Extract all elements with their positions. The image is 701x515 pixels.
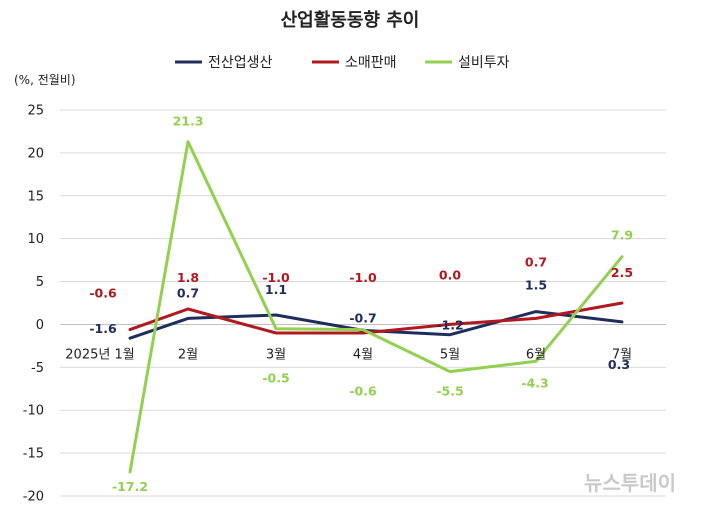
y-tick-label: 0 <box>36 318 44 333</box>
x-tick-label: 2월 <box>178 347 198 362</box>
data-labels: -1.6 0.7 1.1 -0.7 -1.2 1.5 0.3 -0.6 1.8 -1.0 -1.0 0… <box>89 114 633 494</box>
y-tick-label: 25 <box>27 104 44 119</box>
data-label: -1.0 <box>349 270 377 285</box>
data-label: -17.2 <box>112 479 148 494</box>
gridlines <box>60 109 666 497</box>
legend-label: 전산업생산 <box>208 55 273 71</box>
data-label: 0.7 <box>525 254 547 269</box>
data-label: -0.6 <box>349 384 377 399</box>
legend-label: 소매판매 <box>345 55 397 71</box>
data-label: -0.5 <box>262 371 289 386</box>
data-label: 7.9 <box>611 228 633 243</box>
y-tick-label: 5 <box>36 275 44 290</box>
y-tick-label: -20 <box>23 490 44 505</box>
series-lines <box>128 140 624 474</box>
data-label: -4.3 <box>521 375 548 390</box>
data-label: 2.5 <box>611 265 633 280</box>
data-label: 1.5 <box>525 278 547 293</box>
data-label: 1.8 <box>177 270 199 285</box>
y-tick-label: -15 <box>23 447 44 462</box>
y-tick-label: -10 <box>23 404 44 419</box>
data-label: 0.0 <box>439 267 461 282</box>
x-tick-label: 2025년 1월 <box>65 347 134 362</box>
unit-label: (%, 전월비) <box>14 73 76 87</box>
data-label: 0.3 <box>608 357 630 372</box>
x-tick-label: 7월 <box>612 347 632 362</box>
y-axis: 25 20 15 10 5 0 -5 -10 -15 -20 <box>23 104 44 505</box>
y-tick-label: -5 <box>31 361 44 376</box>
data-label: -0.6 <box>89 286 117 301</box>
data-label: -5.5 <box>436 384 463 399</box>
y-tick-label: 20 <box>27 146 44 161</box>
data-label: -1.0 <box>262 270 290 285</box>
data-label: -0.7 <box>349 310 376 325</box>
legend: 전산업생산 소매판매 설비투자 <box>175 55 510 71</box>
x-tick-label: 5월 <box>440 347 460 362</box>
data-label: -1.6 <box>89 321 117 336</box>
y-tick-label: 15 <box>27 189 44 204</box>
x-axis: 2025년 1월 2월 3월 4월 5월 6월 7월 <box>65 347 632 362</box>
data-label: -1.2 <box>436 318 463 333</box>
chart-title: 산업활동동향 추이 <box>281 10 420 31</box>
series-line-2 <box>128 301 624 335</box>
data-label: 21.3 <box>173 114 204 129</box>
y-tick-label: 10 <box>27 232 44 247</box>
x-tick-label: 6월 <box>526 347 546 362</box>
x-tick-label: 3월 <box>266 347 286 362</box>
legend-label: 설비투자 <box>458 55 510 71</box>
series-line-3 <box>128 140 624 474</box>
watermark: 뉴스투데이 <box>584 471 676 495</box>
x-tick-label: 4월 <box>353 347 373 362</box>
data-label: 1.1 <box>265 282 287 297</box>
data-label: 0.7 <box>177 285 199 300</box>
